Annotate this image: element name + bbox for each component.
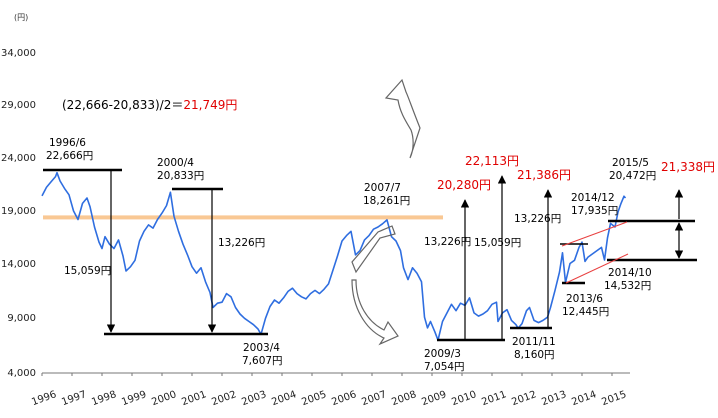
x-tick-1996: 1996	[30, 389, 58, 408]
curved-arrow-bottom	[351, 279, 399, 346]
annotations: 1996/6 22,666円 2000/4 20,833円 2003/4 7,6…	[46, 137, 656, 373]
ann-2015-date: 2015/5	[612, 157, 649, 169]
formula-text: (22,666-20,833)/2＝21,749円	[62, 98, 237, 112]
x-tick-2003: 2003	[240, 389, 268, 408]
x-tick-2002: 2002	[210, 389, 238, 408]
range-label-15059-mid: 15,059円	[474, 237, 521, 249]
ann-2013-date: 2013/6	[566, 293, 603, 305]
x-tick-2008: 2008	[390, 389, 418, 408]
y-tick-24000: 24,000	[1, 153, 36, 164]
ann-1996-value: 22,666円	[46, 150, 93, 162]
y-tick-4000: 4,000	[7, 368, 36, 379]
curved-arrow-middle	[351, 225, 396, 274]
range-label-15059-left: 15,059円	[64, 265, 111, 277]
target-label-20280: 20,280円	[437, 178, 491, 192]
x-tick-2012: 2012	[510, 389, 538, 408]
x-tick-2011: 2011	[480, 389, 508, 408]
target-label-21338: 21,338円	[661, 160, 715, 174]
ann-1996-date: 1996/6	[49, 137, 86, 149]
reference-line	[43, 215, 443, 220]
ann-2015-value: 20,472円	[609, 170, 656, 182]
x-tick-2007: 2007	[360, 389, 388, 408]
curved-arrow-top	[384, 78, 421, 159]
range-arrows	[106, 171, 684, 339]
curved-arrows	[351, 78, 421, 346]
x-tick-2010: 2010	[450, 389, 478, 408]
ann-2011-date: 2011/11	[512, 336, 556, 348]
x-tick-1997: 1997	[60, 389, 88, 408]
ann-2014-12-value: 17,935円	[571, 205, 618, 217]
ann-2009-value: 7,054円	[424, 361, 465, 373]
x-tick-2000: 2000	[150, 389, 178, 408]
x-tick-2009: 2009	[420, 389, 448, 408]
ann-2011-value: 8,160円	[514, 349, 555, 361]
channel-lines	[561, 221, 629, 284]
x-tick-1999: 1999	[120, 389, 148, 408]
y-tick-14000: 14,000	[1, 259, 36, 270]
range-labels: 15,059円 13,226円 13,226円 15,059円 13,226円	[64, 213, 561, 277]
target-labels: 22,113円 20,280円 21,386円 21,338円	[437, 154, 715, 192]
x-tick-2005: 2005	[300, 389, 328, 408]
target-label-22113: 22,113円	[465, 154, 519, 168]
ann-2000-value: 20,833円	[157, 170, 204, 182]
unit-label: (円)	[14, 13, 28, 22]
ann-2007-date: 2007/7	[364, 182, 401, 194]
target-label-21386: 21,386円	[517, 168, 571, 182]
ann-2000-date: 2000/4	[157, 157, 194, 169]
channel-lower	[565, 253, 629, 284]
y-tick-29000: 29,000	[1, 100, 36, 111]
ann-2007-value: 18,261円	[363, 195, 410, 207]
y-axis: (円) 34,000 29,000 24,000 19,000 14,000 9…	[1, 13, 36, 379]
ann-2013-value: 12,445円	[562, 306, 609, 318]
ann-2003-date: 2003/4	[243, 342, 280, 354]
range-label-13226-mid: 13,226円	[424, 236, 471, 248]
channel-upper	[561, 221, 628, 247]
ann-2014-10-date: 2014/10	[608, 267, 652, 279]
ann-2003-value: 7,607円	[242, 355, 283, 367]
x-tick-2006: 2006	[330, 389, 358, 408]
y-tick-34000: 34,000	[1, 48, 36, 59]
x-axis: 1996 1997 1998 1999 2000 2001 2002 2003 2004 2005…	[30, 373, 628, 408]
ann-2014-12-date: 2014/12	[571, 192, 615, 204]
x-tick-2004: 2004	[270, 389, 298, 408]
x-tick-2015: 2015	[600, 389, 628, 408]
range-label-13226-left: 13,226円	[218, 237, 265, 249]
ann-2009-date: 2009/3	[424, 348, 461, 360]
ann-2014-10-value: 14,532円	[604, 280, 651, 292]
series-line	[41, 171, 627, 341]
x-tick-1998: 1998	[90, 389, 118, 408]
x-tick-2014: 2014	[570, 389, 598, 408]
y-tick-9000: 9,000	[7, 313, 36, 324]
range-label-13226-right: 13,226円	[514, 213, 561, 225]
formula-result: 21,749円	[183, 98, 237, 112]
x-tick-2013: 2013	[540, 389, 568, 408]
formula-expression: (22,666-20,833)/2＝	[62, 98, 183, 112]
x-tick-2001: 2001	[180, 389, 208, 408]
h-levels	[43, 168, 697, 342]
y-tick-19000: 19,000	[1, 206, 36, 217]
